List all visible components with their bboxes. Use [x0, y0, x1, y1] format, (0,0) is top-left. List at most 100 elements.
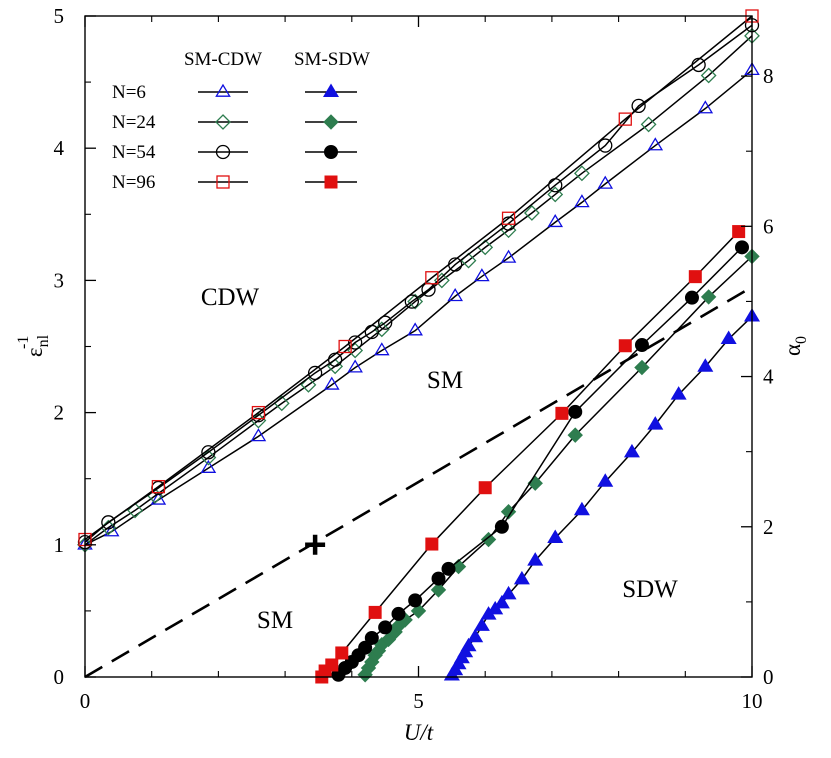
- legend: SM-CDW SM-SDW N=6 N=24 N=54 N=96: [112, 49, 370, 193]
- y-left-tick-label: 1: [54, 533, 65, 557]
- series-sm-cdw-n24: [77, 27, 760, 553]
- region-label-cdw: CDW: [201, 284, 260, 311]
- legend-header-open: SM-CDW: [184, 49, 262, 70]
- data-point: [494, 519, 509, 534]
- data-point: [670, 386, 687, 400]
- data-point: [150, 491, 167, 505]
- y-left-tick-label: 2: [54, 401, 65, 425]
- y-right-tick-label: 4: [763, 365, 774, 389]
- legend-marker-filled: [323, 114, 339, 130]
- data-point: [555, 406, 569, 420]
- x-axis-label: U/t: [404, 720, 434, 745]
- series-sm-cdw-n6: [77, 61, 760, 550]
- data-point: [720, 330, 737, 344]
- data-point: [623, 443, 640, 458]
- region-label-sm: SM: [427, 367, 463, 394]
- series-sm-sdw-n54: [331, 240, 749, 682]
- y-right-tick-label: 2: [763, 515, 774, 539]
- cross-marker: [305, 534, 326, 555]
- series-line: [84, 69, 753, 546]
- data-point: [640, 116, 657, 133]
- data-point: [373, 321, 390, 338]
- data-point: [700, 67, 717, 84]
- legend-marker-filled: [324, 175, 338, 189]
- data-point: [151, 479, 166, 494]
- series-line: [84, 24, 753, 543]
- data-point: [250, 428, 267, 442]
- data-point: [338, 339, 352, 354]
- data-point: [523, 205, 540, 221]
- data-point: [335, 646, 349, 660]
- legend-marker-filled: [322, 83, 340, 97]
- data-point: [480, 531, 497, 548]
- data-point: [574, 194, 590, 208]
- data-point: [547, 213, 564, 228]
- data-point: [500, 585, 517, 600]
- y-left-axis-label: εnl-1: [15, 334, 52, 357]
- legend-header-filled: SM-SDW: [294, 49, 370, 70]
- series-sm-cdw-n54: [77, 18, 760, 550]
- data-point: [364, 630, 379, 645]
- data-point: [441, 561, 456, 576]
- y-right-tick-label: 6: [763, 214, 774, 238]
- data-point: [447, 287, 463, 302]
- data-point: [513, 570, 530, 585]
- data-point: [347, 359, 363, 373]
- data-point: [467, 628, 484, 643]
- data-point: [431, 571, 446, 586]
- axes-layer: [84, 15, 753, 678]
- data-point: [618, 339, 632, 353]
- data-point: [433, 272, 450, 289]
- data-point: [573, 165, 590, 182]
- series-layer: [77, 9, 761, 684]
- data-point: [377, 315, 393, 330]
- data-point: [597, 473, 614, 487]
- legend-entry-label: N=24: [112, 112, 156, 133]
- data-point: [688, 270, 702, 284]
- data-point: [300, 376, 317, 393]
- data-point: [307, 365, 323, 381]
- data-point: [374, 342, 390, 356]
- data-point: [700, 289, 717, 305]
- series-sm-sdw-n24: [357, 248, 760, 683]
- data-point: [474, 268, 490, 282]
- legend-marker-open: [216, 175, 230, 189]
- data-point: [200, 459, 217, 473]
- y-left-tick-label: 5: [54, 4, 65, 28]
- legend-marker-open: [215, 144, 231, 160]
- data-point: [501, 211, 516, 225]
- data-point: [201, 445, 216, 460]
- data-point: [425, 271, 439, 285]
- data-point: [547, 186, 564, 203]
- data-point: [573, 501, 590, 516]
- data-point: [103, 523, 120, 537]
- series-line: [321, 231, 740, 678]
- data-point: [697, 100, 714, 114]
- data-point: [500, 249, 517, 263]
- data-point: [734, 240, 749, 255]
- legend-marker-open: [215, 114, 231, 130]
- data-point: [567, 427, 583, 443]
- data-point: [547, 529, 564, 544]
- legend-entry-label: N=96: [112, 172, 155, 193]
- region-label-sm: SM: [257, 607, 293, 634]
- y-right-tick-label: 8: [763, 64, 774, 88]
- data-point: [347, 335, 363, 350]
- data-point: [631, 98, 646, 114]
- data-point: [323, 376, 340, 390]
- data-point: [460, 637, 477, 652]
- data-point: [732, 225, 746, 239]
- x-tick-label: 5: [413, 689, 424, 713]
- data-point: [684, 290, 699, 305]
- data-point: [101, 515, 116, 530]
- data-point: [368, 605, 382, 619]
- data-point: [634, 337, 649, 352]
- series-sm-sdw-n6: [443, 307, 761, 681]
- data-point: [697, 358, 714, 372]
- series-line: [84, 15, 753, 541]
- data-point: [568, 404, 583, 419]
- data-point: [378, 620, 393, 635]
- data-point: [527, 552, 544, 566]
